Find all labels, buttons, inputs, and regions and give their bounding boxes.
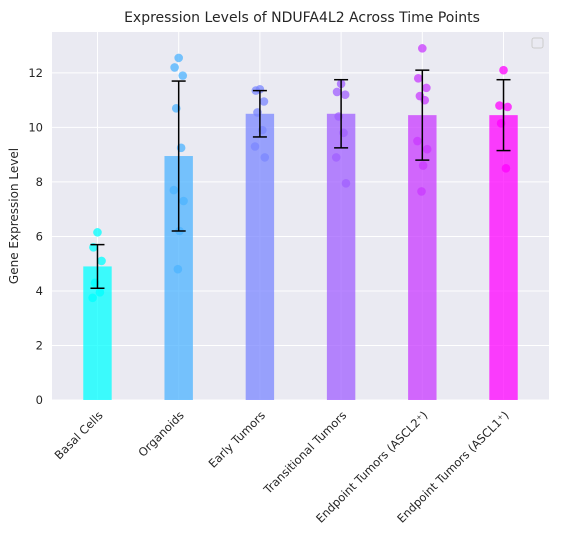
data-point xyxy=(495,101,504,110)
bar xyxy=(489,115,518,400)
data-point xyxy=(170,63,179,72)
data-point xyxy=(169,185,179,195)
data-point xyxy=(97,256,106,266)
y-tick-label: 10 xyxy=(28,120,43,134)
y-tick-label: 4 xyxy=(36,284,43,298)
data-point xyxy=(332,87,342,97)
data-point xyxy=(88,293,97,303)
data-point xyxy=(413,74,423,83)
chart-title: Expression Levels of NDUFA4L2 Across Tim… xyxy=(124,10,480,26)
data-point xyxy=(259,97,269,106)
x-tick-label: Early Tumors xyxy=(206,408,268,470)
y-tick-label: 8 xyxy=(36,175,43,189)
y-tick-label: 6 xyxy=(36,229,43,243)
data-point xyxy=(422,144,432,154)
data-point xyxy=(413,136,422,146)
y-tick-label: 12 xyxy=(28,66,43,80)
data-point xyxy=(340,90,350,99)
plot-area xyxy=(52,32,549,400)
bar xyxy=(326,113,356,401)
error-bars-group xyxy=(90,69,511,289)
y-tick-labels: 0 2 4 6 8 10 12 xyxy=(28,66,43,407)
data-point xyxy=(174,53,183,63)
y-tick-label: 2 xyxy=(36,338,43,352)
data-point xyxy=(178,71,188,80)
bar xyxy=(245,113,275,401)
data-point xyxy=(499,65,508,75)
x-tick-label: Organoids xyxy=(135,408,186,459)
legend-box[interactable] xyxy=(531,37,544,49)
data-point xyxy=(260,153,270,162)
data-point xyxy=(250,142,260,151)
bars-group xyxy=(83,113,518,401)
data-point xyxy=(418,161,428,170)
data-point xyxy=(501,163,511,173)
data-point xyxy=(341,178,351,188)
data-point xyxy=(95,288,105,297)
data-point xyxy=(417,187,426,196)
data-point xyxy=(422,83,431,93)
data-point xyxy=(179,196,188,206)
data-point xyxy=(503,102,512,112)
x-tick-labels: Basal Cells Organoids Early TumorsTransiti… xyxy=(52,408,512,525)
data-point xyxy=(331,153,341,162)
x-tick-label: Basal Cells xyxy=(52,408,106,462)
y-tick-label: 0 xyxy=(36,393,43,407)
data-point xyxy=(93,228,102,237)
data-point xyxy=(418,44,427,53)
data-point xyxy=(173,264,183,274)
y-axis-label: Gene Expression Level xyxy=(7,148,21,284)
x-tick-label: Transitional Tumors xyxy=(260,408,349,497)
